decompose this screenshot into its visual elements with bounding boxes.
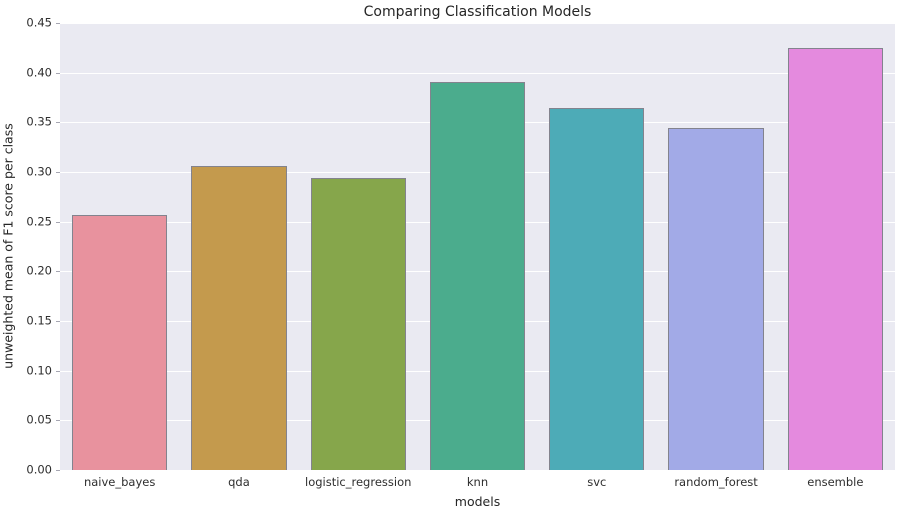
y-tick-mark bbox=[56, 271, 60, 273]
y-tick-mark bbox=[56, 172, 60, 173]
gridline bbox=[60, 23, 895, 24]
x-tick-label-qda: qda bbox=[228, 475, 250, 489]
x-tick-label-random_forest: random_forest bbox=[674, 475, 758, 489]
bar-logistic_regression bbox=[310, 177, 406, 470]
y-tick-label: 0.35 bbox=[26, 114, 52, 129]
y-tick-mark bbox=[56, 122, 60, 124]
y-axis-label: unweighted mean of F1 score per class bbox=[0, 123, 16, 369]
plot-area bbox=[60, 23, 895, 470]
y-tick-label: 0.00 bbox=[26, 462, 52, 477]
y-tick-label: 0.20 bbox=[26, 263, 52, 278]
bar-naive_bayes bbox=[71, 214, 168, 470]
y-tick-mark bbox=[56, 470, 60, 471]
y-tick-mark bbox=[56, 420, 60, 422]
x-tick-label-ensemble: ensemble bbox=[807, 475, 864, 489]
bar-svc bbox=[549, 108, 645, 470]
x-tick-label-knn: knn bbox=[466, 475, 489, 489]
bar-qda bbox=[191, 166, 287, 470]
y-tick-label: 0.05 bbox=[26, 412, 52, 427]
bar-random_forest bbox=[668, 128, 764, 470]
y-tick-mark bbox=[56, 321, 60, 322]
x-tick-label-logistic_regression: logistic_regression bbox=[305, 475, 412, 489]
x-axis-label: models bbox=[454, 494, 501, 509]
y-tick-label: 0.40 bbox=[26, 64, 52, 79]
bar-knn bbox=[429, 81, 526, 470]
x-tick-label-svc: svc bbox=[587, 475, 607, 489]
y-tick-label: 0.25 bbox=[26, 213, 52, 228]
y-tick-mark bbox=[56, 370, 60, 372]
x-tick-label-naive_bayes: naive_bayes bbox=[83, 475, 156, 489]
chart-title: Comparing Classification Models bbox=[363, 4, 592, 20]
y-tick-mark bbox=[56, 23, 60, 24]
gridline bbox=[60, 72, 895, 74]
y-tick-label: 0.10 bbox=[26, 362, 52, 377]
y-tick-mark bbox=[56, 221, 60, 223]
y-tick-label: 0.30 bbox=[26, 164, 52, 179]
y-tick-label: 0.45 bbox=[26, 15, 52, 30]
y-tick-mark bbox=[56, 72, 60, 74]
y-tick-label: 0.15 bbox=[26, 313, 52, 328]
bar-ensemble bbox=[787, 47, 884, 470]
